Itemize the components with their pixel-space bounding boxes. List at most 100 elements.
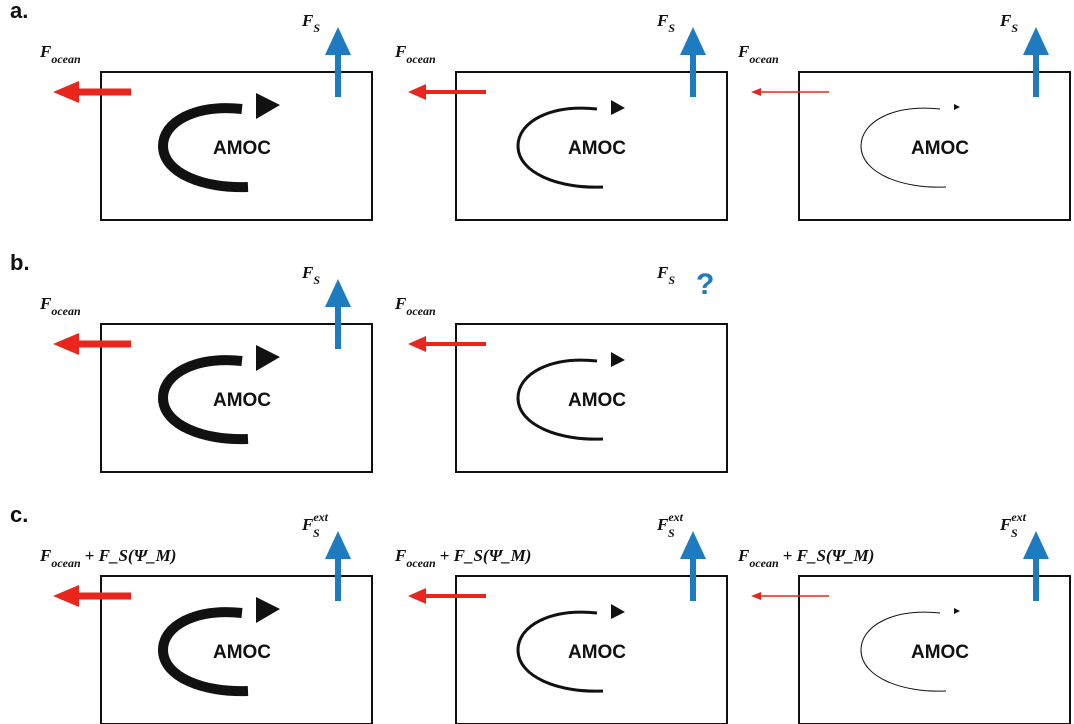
ocean-flux-label-subscript: ocean	[406, 556, 436, 570]
ocean-flux-arrowhead	[408, 588, 426, 604]
amoc-arrowhead	[256, 597, 280, 623]
ocean-flux-arrowhead	[751, 88, 761, 96]
ocean-flux-label-symbol: F	[39, 546, 52, 565]
amoc-arrowhead	[954, 608, 960, 614]
panel-c: c. AMOC Focean + F_S(Ψ_M) Fext S AMOC Focean + F…	[10, 502, 1071, 724]
amoc-circulation-arc	[860, 611, 947, 692]
salt-flux-arrowhead	[680, 27, 706, 55]
ocean-basin-box	[100, 323, 373, 473]
salt-flux-arrowhead	[1023, 27, 1049, 55]
salt-flux-arrowhead	[325, 531, 351, 559]
ocean-flux-arrowhead	[53, 81, 79, 103]
salt-flux-label-symbol: F	[999, 515, 1012, 534]
amoc-label: AMOC	[911, 138, 969, 159]
amoc-arrowhead	[611, 352, 625, 367]
salt-flux-label: FS	[301, 11, 320, 35]
ocean-basin-box	[798, 575, 1071, 724]
panel-label: b.	[10, 250, 30, 275]
ocean-flux-label: Focean	[394, 294, 436, 318]
salt-flux-arrowhead	[325, 279, 351, 307]
ocean-basin-box	[798, 71, 1071, 221]
ocean-flux-label: Focean	[39, 42, 81, 66]
ocean-flux-arrowhead	[408, 84, 426, 100]
salt-flux-arrowhead	[1023, 531, 1049, 559]
ocean-flux-label-symbol: F	[39, 294, 52, 313]
salt-flux-label-subscript: S	[1011, 526, 1018, 540]
ocean-flux-arrowhead	[751, 592, 761, 600]
ocean-flux-label-symbol: F	[394, 42, 407, 61]
salt-flux-label: FS	[301, 263, 320, 287]
ocean-flux-extra-term: + F_S(Ψ_M)	[440, 546, 532, 565]
ocean-box-3: AMOC Focean + F_S(Ψ_M) Fext S	[737, 510, 1071, 724]
amoc-circulation-arc	[157, 355, 249, 445]
ocean-flux-label-symbol: F	[39, 42, 52, 61]
ocean-flux-extra-term: + F_S(Ψ_M)	[783, 546, 875, 565]
salt-flux-label-subscript: S	[1011, 21, 1018, 35]
panel-label: a.	[10, 0, 28, 23]
ocean-flux-arrowhead	[53, 585, 79, 607]
ocean-flux-label-subscript: ocean	[406, 304, 436, 318]
salt-flux-label-symbol: F	[301, 11, 314, 30]
ocean-flux-label: Focean	[39, 294, 81, 318]
ocean-flux-label-symbol: F	[737, 42, 750, 61]
salt-flux-label-symbol: F	[656, 515, 669, 534]
ocean-flux-label-subscript: ocean	[51, 556, 81, 570]
ocean-flux-label-subscript: ocean	[51, 52, 81, 66]
ocean-basin-box	[100, 71, 373, 221]
ocean-flux-label: Focean	[394, 42, 436, 66]
amoc-arrowhead	[611, 604, 625, 619]
salt-flux-label-symbol: F	[301, 263, 314, 282]
amoc-label: AMOC	[213, 642, 271, 663]
salt-flux-label-superscript: ext	[313, 510, 328, 524]
ocean-flux-label-symbol: F	[394, 294, 407, 313]
amoc-circulation-arc	[516, 358, 604, 441]
ocean-box-2: AMOC Focean FS?	[394, 263, 728, 473]
amoc-label: AMOC	[911, 642, 969, 663]
amoc-arrowhead	[256, 345, 280, 371]
ocean-flux-label: Focean + F_S(Ψ_M)	[737, 546, 874, 570]
ocean-box-2: AMOC Focean + F_S(Ψ_M) Fext S	[394, 510, 728, 724]
ocean-flux-label-subscript: ocean	[749, 556, 779, 570]
ocean-flux-label-subscript: ocean	[749, 52, 779, 66]
salt-flux-label: FS	[656, 11, 675, 35]
amoc-label: AMOC	[568, 390, 626, 411]
ocean-basin-box	[455, 323, 728, 473]
ocean-flux-arrowhead	[53, 333, 79, 355]
salt-flux-label-subscript: S	[313, 273, 320, 287]
amoc-label: AMOC	[568, 642, 626, 663]
amoc-circulation-arc	[516, 610, 604, 693]
ocean-box-1: AMOC Focean + F_S(Ψ_M) Fext S	[39, 510, 373, 724]
ocean-flux-label-symbol: F	[737, 546, 750, 565]
amoc-circulation-arc	[860, 107, 947, 188]
ocean-flux-label-subscript: ocean	[406, 52, 436, 66]
salt-flux-label-subscript: S	[313, 526, 320, 540]
unknown-flux-question-mark: ?	[696, 268, 714, 301]
salt-flux-arrowhead	[325, 27, 351, 55]
salt-flux-label-symbol: F	[999, 11, 1012, 30]
salt-flux-label: Fext S	[656, 510, 684, 540]
amoc-arrowhead	[954, 104, 960, 110]
salt-flux-arrowhead	[680, 531, 706, 559]
ocean-flux-label: Focean + F_S(Ψ_M)	[394, 546, 531, 570]
amoc-arrowhead	[256, 93, 280, 119]
salt-flux-label: Fext S	[301, 510, 329, 540]
amoc-circulation-arc	[157, 103, 249, 193]
salt-flux-label: FS	[656, 263, 675, 287]
salt-flux-label-symbol: F	[656, 263, 669, 282]
amoc-arrowhead	[611, 100, 625, 115]
salt-flux-label-subscript: S	[313, 21, 320, 35]
ocean-basin-box	[455, 71, 728, 221]
salt-flux-label-superscript: ext	[1011, 510, 1026, 524]
amoc-circulation-arc	[516, 106, 604, 189]
panel-label: c.	[10, 502, 28, 527]
amoc-label: AMOC	[213, 138, 271, 159]
salt-flux-label-symbol: F	[301, 515, 314, 534]
salt-flux-label-superscript: ext	[668, 510, 683, 524]
ocean-flux-label: Focean	[737, 42, 779, 66]
